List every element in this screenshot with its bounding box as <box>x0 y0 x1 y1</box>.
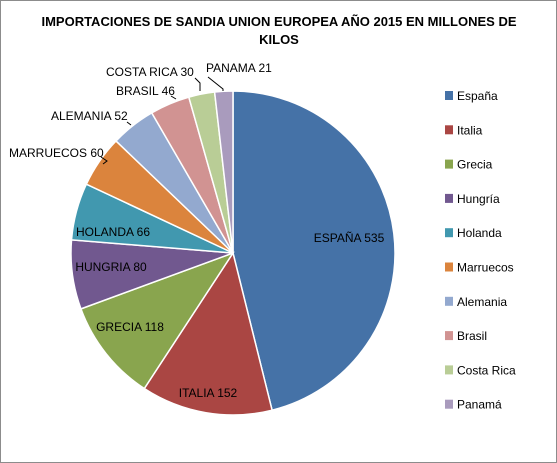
legend-swatch-italia <box>445 125 453 135</box>
data-label-costa-rica: COSTA RICA 30 <box>106 65 194 79</box>
data-label-hungría: HUNGRIA 80 <box>75 260 147 274</box>
legend-swatch-alemania <box>445 296 453 306</box>
pie-slice-grecia <box>79 251 235 390</box>
leader-line-brasil <box>170 95 177 100</box>
leader-line-marruecos <box>100 156 108 165</box>
legend-label-hungría: Hungría <box>457 192 500 206</box>
pie-slice-españa <box>232 90 396 412</box>
leader-line-alemania <box>126 121 132 126</box>
data-label-españa: ESPAÑA 535 <box>314 231 385 245</box>
data-label-grecia: GRECIA 118 <box>96 320 164 334</box>
legend-label-marruecos: Marruecos <box>457 261 514 275</box>
legend-swatch-holanda <box>445 228 453 238</box>
data-label-marruecos: MARRUECOS 60 <box>9 146 104 160</box>
legend-swatch-españa <box>445 91 453 100</box>
legend-label-grecia: Grecia <box>457 158 493 172</box>
legend-swatch-panamá <box>445 399 453 409</box>
leader-lines <box>100 76 224 165</box>
leader-line-panamá <box>207 76 224 91</box>
legend-label-holanda: Holanda <box>457 226 502 240</box>
legend-swatch-hungría <box>445 193 453 203</box>
leader-line-costa-rica <box>194 77 201 91</box>
legend-label-españa: España <box>457 89 498 103</box>
data-label-italia: ITALIA 152 <box>179 386 238 400</box>
legend-swatch-costa-rica <box>445 365 453 375</box>
chart-title-line-2: KILOS <box>259 32 299 47</box>
legend-label-panamá: Panamá <box>457 398 502 412</box>
legend-swatch-marruecos <box>445 262 453 272</box>
data-label-alemania: ALEMANIA 52 <box>51 109 128 123</box>
pie-slices <box>70 90 396 416</box>
legend-label-costa-rica: Costa Rica <box>457 363 516 377</box>
legend-label-italia: Italia <box>457 123 483 137</box>
data-label-brasil: BRASIL 46 <box>116 84 175 98</box>
legend-label-alemania: Alemania <box>457 295 507 309</box>
pie-slice-panamá <box>213 90 234 254</box>
legend: España Italia Grecia Hungría Holanda Marrueco… <box>445 89 516 412</box>
legend-label-brasil: Brasil <box>457 329 487 343</box>
data-label-panamá: PANAMA 21 <box>206 61 272 75</box>
legend-swatch-grecia <box>445 159 453 169</box>
chart-title-line-1: IMPORTACIONES DE SANDIA UNION EUROPEA AÑ… <box>41 14 516 29</box>
data-labels: ESPAÑA 535 ITALIA 152 GRECIA 118 HUNGRIA 80… <box>9 61 385 400</box>
pie-slice-italia <box>143 251 274 416</box>
legend-swatch-brasil <box>445 331 453 341</box>
data-label-holanda: HOLANDA 66 <box>76 225 150 239</box>
